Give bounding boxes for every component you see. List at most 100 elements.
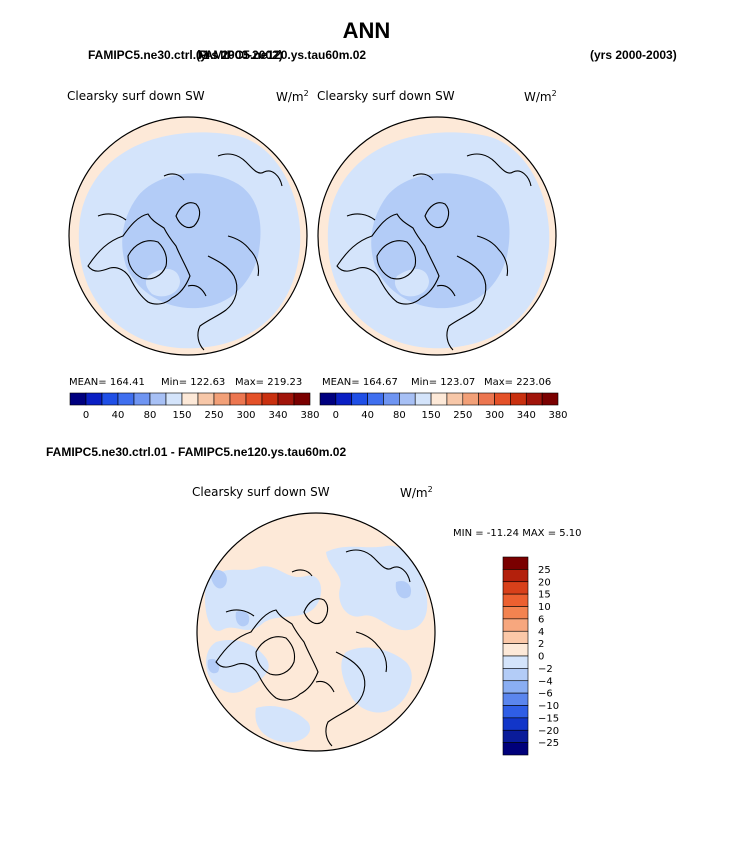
panel2-colorbar-swatch-13 xyxy=(525,392,543,406)
diff-colorbar-tick-label: −4 xyxy=(538,676,553,687)
page-title: ANN xyxy=(342,18,391,43)
panel2-min: Min= 123.07 xyxy=(411,377,476,388)
diff-colorbar-tick-label: −10 xyxy=(538,701,559,712)
panel2-colorbar-swatch-9 xyxy=(462,392,479,406)
diff-stronger-negative-1 xyxy=(210,569,227,589)
diff-minmax: MIN = -11.24 MAX = 5.10 xyxy=(453,528,582,539)
diff-colorbar-tick-label: −25 xyxy=(538,738,559,749)
panel2-colorbar-swatch-10 xyxy=(478,392,495,406)
diff-colorbar-swatch-14 xyxy=(502,729,529,743)
diff-negative-region-2 xyxy=(326,545,428,631)
diff-colorbar-tick-label: 4 xyxy=(538,627,544,638)
panel1-colorbar-tick-label: 380 xyxy=(300,410,319,421)
panel1-colorbar-tick-label: 300 xyxy=(236,410,255,421)
diff-stronger-negative-3 xyxy=(395,580,412,599)
panel2-colorbar-tick-label: 250 xyxy=(453,410,472,421)
panel1-colorbar-swatch-8 xyxy=(197,392,215,406)
panel1-variable: Clearsky surf down SW xyxy=(67,89,205,103)
diff-colorbar-swatch-0 xyxy=(502,556,529,570)
diff-negative-region-5 xyxy=(255,705,311,743)
panel2-colorbar-tick-label: 380 xyxy=(548,410,567,421)
diff-colorbar-swatch-7 xyxy=(502,643,529,657)
panel2-map-boundary xyxy=(317,116,557,356)
diff-colorbar-tick-label: −15 xyxy=(538,713,559,724)
panel2-colorbar-swatch-5 xyxy=(399,392,416,406)
panel2-greenland-patch xyxy=(394,269,429,297)
diff-colorbar-swatch-2 xyxy=(502,581,529,595)
diff-colorbar-swatch-13 xyxy=(502,717,529,731)
diff-colorbar-swatch-15 xyxy=(502,742,529,756)
panel2-colorbar-tick-label: 300 xyxy=(485,410,504,421)
right-years-label: (yrs 2000-2003) xyxy=(590,48,677,62)
diff-units: W/m2 xyxy=(400,485,433,500)
diff-colorbar-tick-label: 2 xyxy=(538,639,544,650)
diff-colorbar-swatch-8 xyxy=(502,655,529,669)
panel1-colorbar-swatch-10 xyxy=(229,392,247,406)
diff-colorbar-swatch-12 xyxy=(502,705,529,719)
panel1-units: W/m2 xyxy=(276,89,309,104)
diff-colorbar-tick-label: −2 xyxy=(538,664,553,675)
left-case-label: FAMIPC5.ne30.ctrl.01 xyxy=(88,48,210,62)
diff-colorbar-tick-label: 15 xyxy=(538,590,551,601)
diff-colorbar-tick-label: 10 xyxy=(538,602,551,613)
panel1-colorbar-tick-label: 150 xyxy=(172,410,191,421)
panel1-colorbar-swatch-11 xyxy=(245,392,263,406)
panel2-colorbar-swatch-11 xyxy=(494,392,511,406)
panel2-variable: Clearsky surf down SW xyxy=(317,89,455,103)
diff-colorbar-tick-label: 0 xyxy=(538,652,544,663)
panel1-colorbar-tick-label: 0 xyxy=(83,410,89,421)
panel1-colorbar-swatch-6 xyxy=(165,392,183,406)
panel1-colorbar-swatch-14 xyxy=(293,392,311,406)
panel2-colorbar-swatch-1 xyxy=(335,392,353,406)
panel2-colorbar-swatch-3 xyxy=(367,392,384,406)
panel1-colorbar-swatch-3 xyxy=(117,392,135,406)
panel2-colorbar-swatch-6 xyxy=(414,392,432,406)
panel2-colorbar-tick-label: 340 xyxy=(517,410,536,421)
panel2-max: Max= 223.06 xyxy=(484,377,552,388)
diff-variable: Clearsky surf down SW xyxy=(192,485,330,499)
panel1-colorbar-swatch-2 xyxy=(101,392,119,406)
diff-colorbar-tick-label: 20 xyxy=(538,577,551,588)
overlap-years-label: (yrs 2000-2002) xyxy=(196,48,283,62)
diff-colorbar-swatch-11 xyxy=(502,692,529,706)
panel2-coastlines xyxy=(336,153,532,351)
panel1-colorbar-swatch-13 xyxy=(277,392,295,406)
panel2-colorbar-swatch-12 xyxy=(510,392,527,406)
panel2-colorbar-swatch-0 xyxy=(319,392,337,406)
panel1-colorbar-swatch-9 xyxy=(213,392,231,406)
panel2-colorbar-tick-label: 150 xyxy=(422,410,441,421)
diff-colorbar-tick-label: −6 xyxy=(538,689,553,700)
panel1-colorbar-tick-label: 80 xyxy=(144,410,157,421)
panel1-map-boundary xyxy=(68,116,308,356)
panel1-colorbar-tick-label: 40 xyxy=(112,410,125,421)
panel1-colorbar-tick-label: 250 xyxy=(204,410,223,421)
diff-colorbar-tick-label: −20 xyxy=(538,726,559,737)
panel2-colorbar: 0 40 80 150 250 300 340 380 xyxy=(319,392,568,421)
diff-polar-map xyxy=(196,512,436,752)
panel1-colorbar-tick-label: 340 xyxy=(268,410,287,421)
panel1-colorbar-swatch-5 xyxy=(149,392,167,406)
diff-colorbar-swatch-5 xyxy=(502,618,529,632)
right-case-label: FAMIPC5.ne120.ys.tau60m.02 xyxy=(198,48,367,62)
panel1-min: Min= 122.63 xyxy=(161,377,226,388)
diff-colorbar-swatch-9 xyxy=(502,668,529,682)
diff-colorbar-tick-label: 25 xyxy=(538,565,551,576)
panel1-max: Max= 219.23 xyxy=(235,377,303,388)
diff-negative-region-1 xyxy=(204,566,322,631)
diff-map-boundary xyxy=(196,512,436,752)
diff-colorbar-tick-label: 6 xyxy=(538,614,544,625)
panel1-colorbar: 0 40 80 150 250 300 340 380 xyxy=(69,392,320,421)
panel2-colorbar-swatch-4 xyxy=(383,392,400,406)
panel1-mean: MEAN= 164.41 xyxy=(69,377,145,388)
diff-header: FAMIPC5.ne30.ctrl.01 - FAMIPC5.ne120.ys.… xyxy=(46,445,347,459)
panel1-coastlines xyxy=(87,153,283,351)
panel2-colorbar-swatch-8 xyxy=(446,392,464,406)
diff-colorbar-swatch-10 xyxy=(502,680,529,694)
panel2-colorbar-swatch-2 xyxy=(351,392,368,406)
panel1-polar-map xyxy=(68,116,308,356)
panel2-polar-map xyxy=(317,116,557,356)
diff-colorbar-swatch-6 xyxy=(502,630,529,644)
diff-colorbar-swatch-3 xyxy=(502,593,529,607)
panel2-colorbar-tick-label: 40 xyxy=(361,410,374,421)
